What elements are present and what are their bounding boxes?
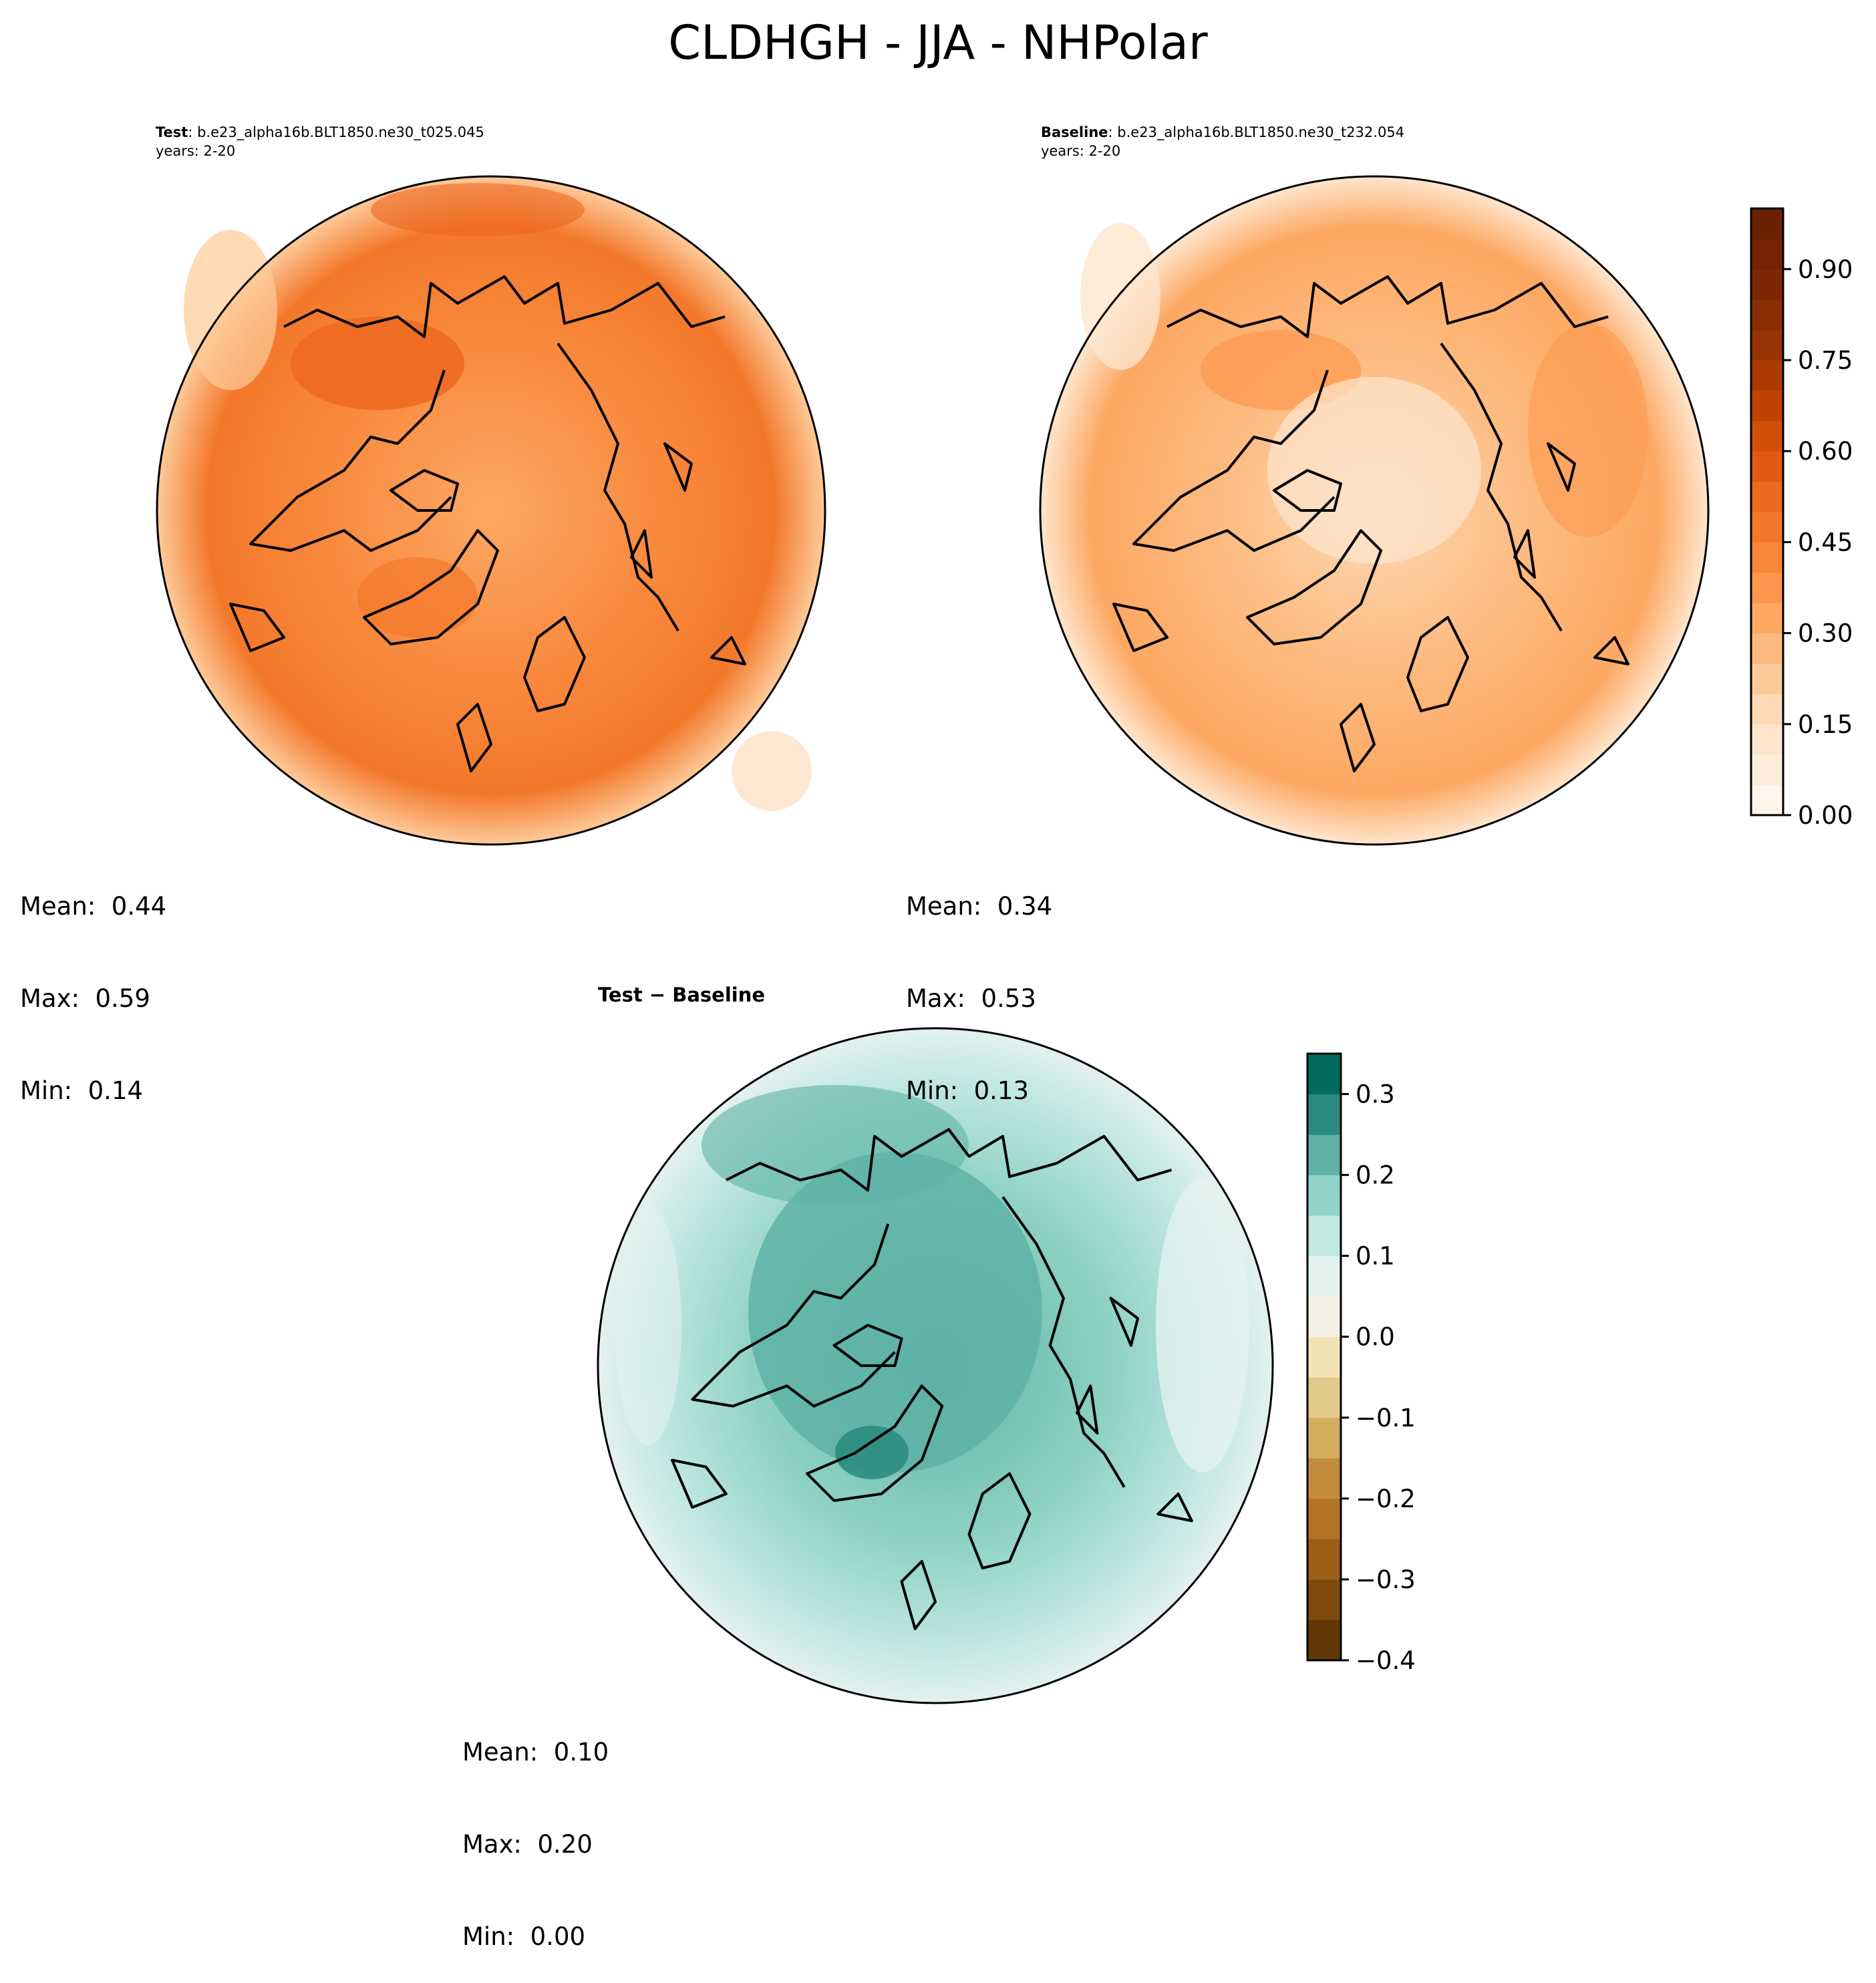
colorbar-main-tick-label: 0.00: [1798, 801, 1853, 830]
baseline-stats: Mean: 0.34 Max: 0.53 Min: 0.13: [906, 830, 1052, 1137]
test-stat-mean: Mean: 0.44: [20, 892, 167, 921]
test-panel-years: years: 2-20: [156, 143, 236, 159]
colorbar-main-swatch: [1751, 512, 1783, 543]
test-stats: Mean: 0.44 Max: 0.59 Min: 0.14: [20, 830, 166, 1137]
colorbar-main-swatch: [1751, 724, 1783, 755]
test-panel-case: : b.e23_alpha16b.BLT1850.ne30_t025.045: [188, 124, 484, 140]
colorbar-main-swatch: [1751, 784, 1783, 816]
colorbar-main-swatch: [1751, 208, 1783, 239]
colorbar-main-swatch: [1751, 481, 1783, 512]
colorbar-diff-swatch: [1307, 1417, 1341, 1459]
colorbar-main-frame: [1750, 207, 1784, 816]
colorbar-main: 0.00 0.15 0.30 0.45 0.60 0.75 0.90: [1750, 207, 1853, 830]
colorbar-main-tick-label: 0.75: [1798, 346, 1853, 375]
colorbar-diff-swatch: [1307, 1458, 1341, 1499]
colorbar-diff-swatch: [1307, 1579, 1341, 1620]
colorbar-diff-tick-label: 0.0: [1356, 1323, 1395, 1352]
colorbar-main-swatch: [1751, 299, 1783, 331]
baseline-panel-years: years: 2-20: [1041, 143, 1121, 159]
colorbar-main-tick-label: 0.90: [1798, 255, 1853, 284]
colorbar-main-swatch: [1751, 269, 1783, 300]
baseline-panel-case: : b.e23_alpha16b.BLT1850.ne30_t232.054: [1108, 124, 1405, 140]
colorbar-main-tick-label: 0.15: [1798, 710, 1853, 739]
diff-stat-mean: Mean: 0.10: [462, 1738, 609, 1767]
baseline-stat-max: Max: 0.53: [906, 984, 1036, 1013]
colorbar-diff-swatch: [1307, 1175, 1341, 1216]
colorbar-diff-swatch: [1307, 1336, 1341, 1378]
colorbar-main-tick-label: 0.60: [1798, 437, 1853, 466]
colorbar-diff-tick-label: −0.4: [1356, 1646, 1416, 1675]
figure-canvas: 0.000.150.300.450.600.750.90 −0.4−0.3−0.…: [0, 0, 1853, 1782]
baseline-map-boundary: [1039, 175, 1710, 846]
colorbar-diff-swatch: [1307, 1620, 1341, 1661]
colorbar-diff: −0.4 −0.3 −0.2 −0.1 0.0 0.1 0.2 0.3: [1306, 1052, 1416, 1675]
baseline-stat-mean: Mean: 0.34: [906, 892, 1053, 921]
colorbar-main-swatch: [1751, 633, 1783, 664]
colorbar-main-swatch: [1751, 542, 1783, 573]
colorbar-main-swatch: [1751, 603, 1783, 634]
colorbar-main-tick-label: 0.45: [1798, 528, 1853, 557]
colorbar-diff-tick-label: −0.1: [1356, 1404, 1416, 1432]
baseline-map: [1040, 176, 1708, 845]
baseline-stat-min: Min: 0.13: [906, 1076, 1030, 1105]
colorbar-diff-swatch: [1307, 1094, 1341, 1135]
diff-map-maximum-region: [835, 1426, 909, 1479]
colorbar-main-swatch: [1751, 572, 1783, 603]
diff-map: [598, 1028, 1273, 1703]
colorbar-diff-swatch: [1307, 1215, 1341, 1257]
diff-stat-min: Min: 0.00: [462, 1922, 586, 1951]
colorbar-main-swatch: [1751, 420, 1783, 452]
diff-map-boundary: [597, 1027, 1274, 1704]
test-stat-min: Min: 0.14: [20, 1076, 144, 1105]
colorbar-main-tick-label: 0.30: [1798, 619, 1853, 648]
colorbar-main-swatch: [1751, 663, 1783, 694]
test-panel-title: Test: b.e23_alpha16b.BLT1850.ne30_t025.0…: [156, 123, 484, 160]
colorbar-diff-tick-label: 0.1: [1356, 1242, 1395, 1271]
colorbar-main-swatch: [1751, 239, 1783, 270]
colorbar-main-swatch: [1751, 451, 1783, 482]
colorbar-main-swatch: [1751, 754, 1783, 786]
test-map-boundary: [156, 175, 826, 846]
colorbar-diff-swatch: [1307, 1296, 1341, 1338]
test-stat-max: Max: 0.59: [20, 984, 150, 1013]
figure-title: CLDHGH - JJA - NHPolar: [668, 15, 1208, 70]
colorbar-diff-tick-label: −0.3: [1356, 1565, 1416, 1594]
test-map: [157, 176, 825, 845]
diff-panel-title: Test − Baseline: [598, 983, 766, 1006]
colorbar-main-swatch: [1751, 360, 1783, 391]
colorbar-diff-swatch: [1307, 1054, 1341, 1095]
colorbar-diff-tick-label: 0.3: [1356, 1080, 1395, 1109]
baseline-panel-label: Baseline: [1041, 124, 1108, 140]
colorbar-diff-tick-label: 0.2: [1356, 1161, 1395, 1190]
colorbar-main-swatch: [1751, 694, 1783, 725]
colorbar-diff-swatch: [1307, 1255, 1341, 1297]
diff-stats: Mean: 0.10 Max: 0.20 Min: 0.00: [462, 1676, 609, 1983]
colorbar-main-swatch: [1751, 329, 1783, 361]
test-panel-label: Test: [156, 124, 188, 140]
colorbar-diff-frame: [1306, 1052, 1342, 1662]
colorbar-diff-swatch: [1307, 1377, 1341, 1418]
colorbar-diff-swatch: [1307, 1539, 1341, 1580]
colorbar-main-swatch: [1751, 390, 1783, 422]
colorbar-diff-swatch: [1307, 1498, 1341, 1539]
colorbar-diff-tick-label: −0.2: [1356, 1485, 1416, 1513]
diff-stat-max: Max: 0.20: [462, 1830, 593, 1859]
baseline-panel-title: Baseline: b.e23_alpha16b.BLT1850.ne30_t2…: [1041, 123, 1404, 160]
test-map-maximum-region: [291, 317, 464, 410]
colorbar-diff-swatch: [1307, 1134, 1341, 1176]
